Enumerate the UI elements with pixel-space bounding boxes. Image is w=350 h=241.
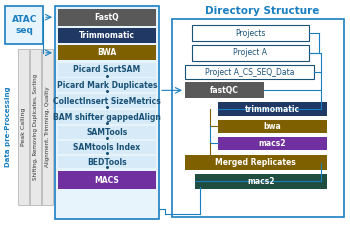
- Bar: [185, 155, 327, 170]
- Bar: [58, 45, 156, 60]
- Text: CollectInsert SizeMetrics: CollectInsert SizeMetrics: [53, 97, 161, 106]
- Text: Projects: Projects: [235, 28, 266, 38]
- Bar: [42, 49, 53, 205]
- Bar: [18, 49, 29, 205]
- Bar: [195, 174, 327, 189]
- Text: fastQC: fastQC: [210, 86, 239, 95]
- Text: Merged Replicates: Merged Replicates: [216, 158, 296, 167]
- Bar: [58, 110, 156, 124]
- Bar: [58, 94, 156, 108]
- Text: Alignment, Trimming, Quality: Alignment, Trimming, Quality: [44, 87, 49, 167]
- Bar: [192, 25, 309, 41]
- Bar: [58, 28, 156, 43]
- Text: Shifting, Removing Duplicates, Sorting: Shifting, Removing Duplicates, Sorting: [33, 74, 37, 180]
- Text: MACS: MACS: [94, 176, 119, 185]
- Text: Project A_CS_SEQ_Data: Project A_CS_SEQ_Data: [205, 67, 294, 77]
- Text: Project A: Project A: [233, 48, 267, 57]
- Bar: [5, 6, 43, 44]
- Bar: [218, 120, 327, 133]
- Text: Peak Calling: Peak Calling: [21, 108, 26, 146]
- Text: BAM shifter gappedAlign: BAM shifter gappedAlign: [53, 113, 161, 121]
- Text: BEDTools: BEDTools: [87, 158, 127, 167]
- Text: bwa: bwa: [263, 122, 281, 131]
- Bar: [58, 63, 156, 76]
- Bar: [58, 79, 156, 92]
- Bar: [172, 19, 344, 217]
- Text: FastQ: FastQ: [95, 13, 119, 22]
- Text: macs2: macs2: [258, 139, 286, 148]
- Text: BWA: BWA: [97, 48, 117, 57]
- Text: trimmomatic: trimmomatic: [245, 105, 300, 114]
- Text: ATAC
seq: ATAC seq: [12, 15, 37, 35]
- Bar: [30, 49, 41, 205]
- Bar: [192, 45, 309, 61]
- Text: SAMTools: SAMTools: [86, 128, 128, 137]
- Bar: [218, 102, 327, 116]
- Bar: [58, 126, 156, 139]
- Bar: [58, 171, 156, 189]
- Bar: [218, 137, 327, 150]
- Text: Picard SortSAM: Picard SortSAM: [74, 65, 141, 74]
- Text: SAMtools Index: SAMtools Index: [74, 143, 141, 152]
- Bar: [55, 6, 159, 219]
- Bar: [185, 65, 314, 80]
- Text: Trimmomatic: Trimmomatic: [79, 31, 135, 40]
- Bar: [58, 9, 156, 26]
- Text: Data pre-Processing: Data pre-Processing: [5, 87, 11, 167]
- Bar: [58, 156, 156, 168]
- Text: macs2: macs2: [247, 177, 274, 186]
- Bar: [58, 141, 156, 154]
- Text: Picard Mark Duplicates: Picard Mark Duplicates: [57, 81, 157, 90]
- Text: Directory Structure: Directory Structure: [205, 6, 320, 16]
- Bar: [185, 82, 264, 98]
